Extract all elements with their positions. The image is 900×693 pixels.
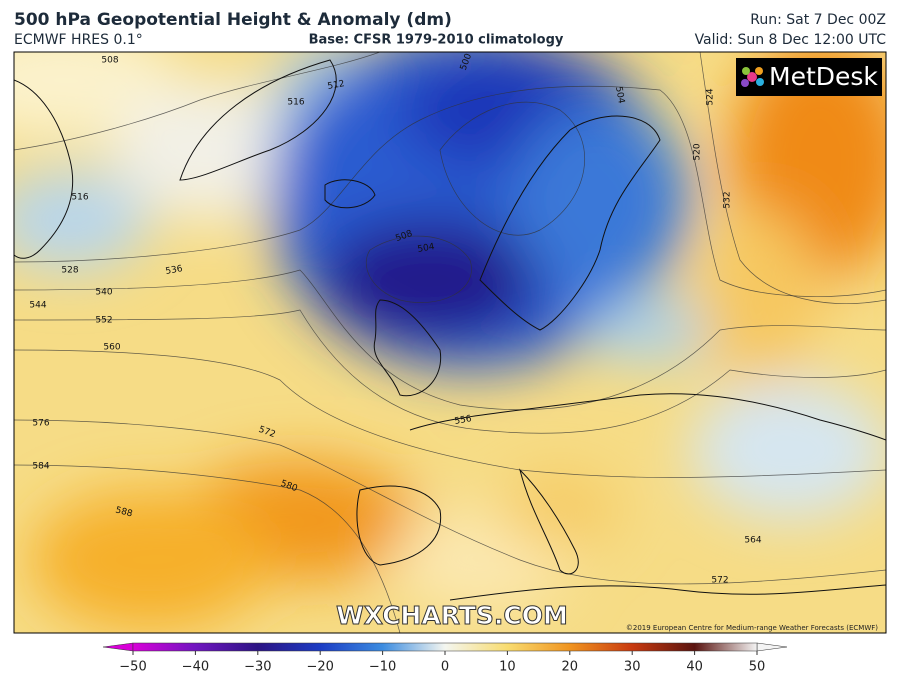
contour-label: 556 bbox=[454, 414, 473, 427]
contour-label: 504 bbox=[417, 242, 436, 255]
contour-label: 576 bbox=[32, 419, 49, 429]
contour-label: 532 bbox=[723, 191, 733, 208]
colorbar-tick-label: −20 bbox=[306, 660, 333, 675]
colorbar-tick-label: 10 bbox=[499, 660, 516, 675]
coastlines bbox=[14, 59, 886, 601]
contour-label: 524 bbox=[706, 88, 716, 105]
contour-label: 516 bbox=[287, 98, 304, 108]
contour-label: 512 bbox=[327, 79, 346, 92]
anomaly-field bbox=[14, 52, 886, 630]
contour-label: 540 bbox=[95, 288, 112, 298]
logo-icon bbox=[741, 67, 764, 87]
colorbar-bar bbox=[132, 642, 758, 652]
run: Run: Sat 7 Dec 00Z bbox=[750, 12, 886, 28]
contour-label: 504 bbox=[613, 86, 626, 105]
logo: MetDesk bbox=[769, 62, 878, 91]
valid: Valid: Sun 8 Dec 12:00 UTC bbox=[695, 32, 887, 48]
watermark: WXCHARTS.COM bbox=[336, 601, 568, 630]
contour-label: 572 bbox=[711, 576, 728, 586]
contour-label: 508 bbox=[101, 56, 118, 66]
colorbar-high-end bbox=[756, 642, 788, 652]
title: 500 hPa Geopotential Height & Anomaly (d… bbox=[14, 10, 452, 30]
contour-label: 564 bbox=[744, 536, 761, 546]
copyright: ©2019 European Centre for Medium-range W… bbox=[626, 624, 878, 632]
model: ECMWF HRES 0.1° bbox=[14, 32, 143, 48]
contour-label: 552 bbox=[95, 316, 112, 326]
colorbar-tick-label: −30 bbox=[244, 660, 271, 675]
logo-box bbox=[736, 58, 882, 96]
colorbar-tick-label: 20 bbox=[562, 660, 579, 675]
map-frame bbox=[13, 51, 887, 634]
colorbar-tick-label: −40 bbox=[182, 660, 209, 675]
colorbar-tick-label: 0 bbox=[441, 660, 449, 675]
contour-label: 588 bbox=[114, 505, 133, 519]
base: Base: CFSR 1979-2010 climatology bbox=[309, 33, 564, 48]
colorbar-tick-label: 50 bbox=[749, 660, 766, 675]
contour-label: 584 bbox=[32, 462, 49, 472]
colorbar-tick-label: 30 bbox=[624, 660, 641, 675]
contours bbox=[14, 52, 886, 633]
contour-label: 536 bbox=[165, 264, 184, 277]
colorbar: −50 −40 −30 −20 −10 0 10 20 30 40 50 bbox=[102, 642, 788, 675]
contour-label: 528 bbox=[61, 266, 78, 276]
colorbar-tick-label: 40 bbox=[686, 660, 703, 675]
contour-label: 560 bbox=[103, 343, 120, 353]
contour-label: 544 bbox=[29, 301, 46, 311]
contour-label: 516 bbox=[71, 193, 88, 203]
colorbar-tick-label: −50 bbox=[119, 660, 146, 675]
colorbar-low-end bbox=[102, 642, 134, 652]
colorbar-tick-label: −10 bbox=[369, 660, 396, 675]
contour-label: 520 bbox=[693, 143, 703, 160]
